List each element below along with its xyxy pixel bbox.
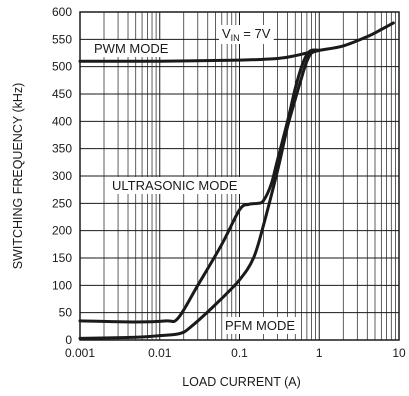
pwm-mode-label: PWM MODE (94, 41, 169, 56)
x-tick-label: 1 (316, 346, 323, 360)
ultrasonic-mode-line (78, 48, 321, 324)
y-tick-label: 450 (52, 87, 72, 101)
y-tick-label: 550 (52, 32, 72, 46)
x-tick-label: 0.001 (65, 346, 95, 360)
y-tick-label: 50 (59, 306, 73, 320)
y-tick-label: 150 (52, 251, 72, 265)
x-tick-label: 0.01 (148, 346, 172, 360)
x-axis-title: LOAD CURRENT (A) (182, 375, 301, 389)
y-tick-label: 100 (52, 278, 72, 292)
ultrasonic-label-background (109, 177, 241, 194)
vin-subscript: IN (231, 33, 240, 43)
y-tick-label: 500 (52, 60, 72, 74)
y-tick-labels: 0 50 100 150 200 250 300 350 400 450 500 550 600 (52, 5, 72, 347)
series-lines (78, 21, 395, 340)
pfm-label-background (223, 317, 298, 334)
y-tick-label: 300 (52, 169, 72, 183)
x-tick-label: 10 (392, 346, 406, 360)
pfm-mode-label: PFM MODE (225, 318, 295, 333)
y-tick-label: 600 (52, 5, 72, 19)
y-tick-label: 0 (65, 333, 72, 347)
vin-condition-label: VIN = 7V (222, 26, 271, 43)
x-tick-labels: 0.001 0.01 0.1 1 10 (65, 346, 406, 360)
y-tick-label: 250 (52, 196, 72, 210)
pfm-mode-line (78, 48, 321, 340)
vin-prefix: V (222, 26, 231, 41)
pwm-label-background (92, 40, 171, 57)
y-tick-label: 200 (52, 224, 72, 238)
plot-frame (79, 11, 400, 341)
vin-suffix: = 7V (240, 26, 271, 41)
ultrasonic-mode-label: ULTRASONIC MODE (112, 178, 238, 193)
y-axis-title: SWITCHING FREQUENCY (kHz) (11, 83, 25, 270)
y-tick-label: 350 (52, 142, 72, 156)
y-tick-label: 400 (52, 114, 72, 128)
vin-label-background (219, 25, 274, 44)
x-tick-label: 0.1 (231, 346, 248, 360)
